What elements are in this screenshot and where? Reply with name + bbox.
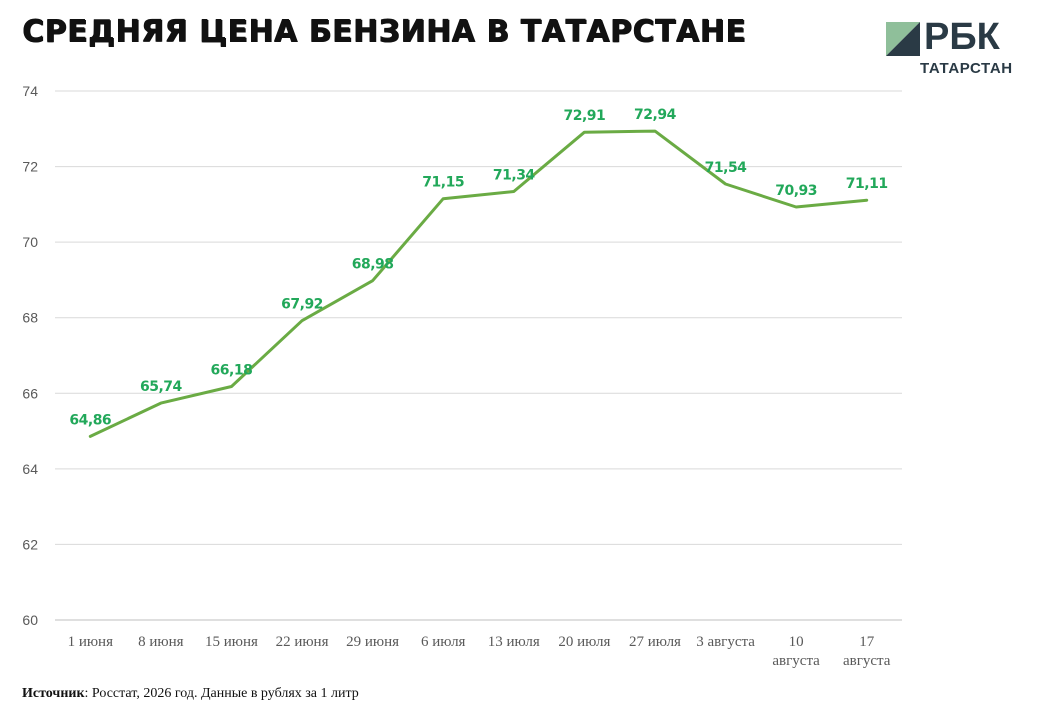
rbc-logo: РБК ТАТАРСТАН [884,16,1034,80]
data-label: 72,91 [563,108,605,124]
x-tick-label: 8 июня [138,634,184,650]
series-line [88,129,869,438]
y-tick-label: 68 [22,310,38,326]
source-note: Источник: Росстат, 2026 год. Данные в ру… [22,686,359,702]
x-tick-label: 1 июня [68,634,114,650]
y-tick-label: 64 [22,461,38,477]
x-tick-label: 17 августа [843,634,891,669]
data-label: 71,15 [422,175,464,191]
x-tick-label: 6 июля [421,634,466,650]
y-tick-label: 70 [22,234,38,250]
data-label: 72,94 [634,107,677,123]
data-label: 66,18 [211,362,253,378]
data-label: 70,93 [775,183,817,199]
y-tick-label: 66 [22,385,38,401]
y-tick-label: 60 [22,612,38,628]
x-tick-label: 3 августа [696,634,755,650]
data-label: 68,98 [352,257,394,273]
x-tick-label: 13 июля [488,634,540,650]
y-tick-label: 62 [22,536,38,552]
data-label: 67,92 [281,297,323,313]
logo-word: РБК [924,16,1000,58]
y-tick-label: 72 [22,159,38,175]
data-label: 71,11 [846,176,888,192]
y-tick-label: 74 [22,83,38,99]
source-label: Источник [22,686,85,701]
logo-subtitle: ТАТАРСТАН [920,60,1013,77]
data-label: 64,86 [69,412,111,428]
x-tick-label: 15 июня [205,634,258,650]
x-tick-label: 20 июля [558,634,610,650]
x-tick-label: 22 июня [276,634,329,650]
chart-title: СРЕДНЯЯ ЦЕНА БЕНЗИНА В ТАТАРСТАНЕ [22,14,747,49]
data-label: 65,74 [140,379,183,395]
source-text: : Росстат, 2026 год. Данные в рублях за … [84,686,359,701]
x-tick-label: 27 июля [629,634,681,650]
x-tick-label: 10 августа [772,634,820,669]
x-tick-label: 29 июня [346,634,399,650]
data-label: 71,54 [705,160,748,176]
logo-mark-icon [886,22,920,56]
data-label: 71,34 [493,168,536,184]
